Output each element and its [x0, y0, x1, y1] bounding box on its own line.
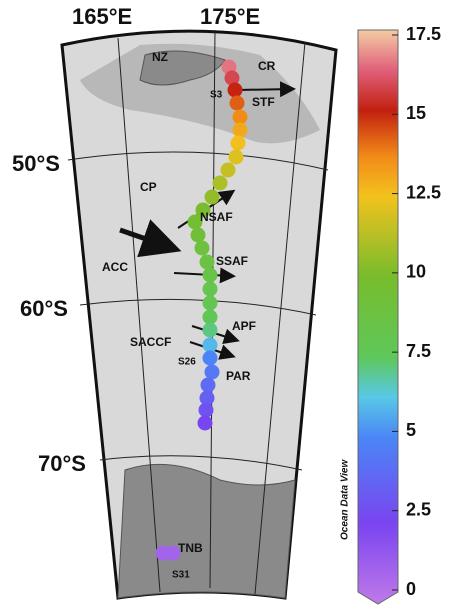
station [202, 350, 218, 366]
lon-label: 165°E [72, 4, 132, 29]
station [224, 70, 240, 86]
map-label: S3 [210, 90, 223, 101]
map-label: ACC [102, 260, 128, 274]
map-label: CP [140, 180, 157, 194]
colorbar-tick-label: 15 [406, 103, 426, 123]
map-label: STF [252, 95, 275, 109]
lon-line [117, 37, 161, 593]
station [197, 415, 213, 431]
colorbar-tick-label: 0 [406, 579, 416, 599]
map-label: TNB [178, 541, 203, 555]
station [212, 175, 228, 191]
lat-line [67, 151, 329, 171]
lon-line [254, 41, 306, 595]
arrow [119, 219, 182, 258]
station [202, 267, 218, 283]
station [229, 95, 245, 111]
colorbar-label: Ocean Data View [340, 459, 351, 540]
station [198, 402, 214, 418]
colorbar-tick-label: 2.5 [406, 499, 431, 519]
map-label: NSAF [200, 210, 233, 224]
lat-label: 60°S [20, 296, 68, 321]
station [195, 202, 211, 218]
station [202, 322, 218, 338]
map-label: APF [232, 319, 256, 333]
map-label: SSAF [216, 254, 248, 268]
station [220, 162, 236, 178]
station [204, 189, 220, 205]
station [228, 149, 244, 165]
colorbar-tick-label: 7.5 [406, 341, 431, 361]
map-label: NZ [152, 50, 168, 64]
lat-line [79, 298, 317, 316]
land-antarctica [117, 463, 296, 599]
map-label: SACCF [130, 335, 171, 349]
colorbar-tick-label: 12.5 [406, 182, 441, 202]
lat-label: 50°S [12, 151, 60, 176]
lon-label: 175°E [200, 4, 260, 29]
station [199, 390, 215, 406]
map-label: S31 [172, 570, 190, 581]
arrow [237, 81, 296, 98]
station [230, 135, 246, 151]
station [204, 364, 220, 380]
colorbar: Ocean Data View 0 2.5 5 7.5 10 12.5 15 17.5 [340, 24, 441, 605]
station [190, 227, 206, 243]
station [165, 545, 181, 561]
station [187, 214, 203, 230]
lat-label: 70°S [38, 451, 86, 476]
station [202, 309, 218, 325]
station [227, 82, 243, 98]
map-label: S26 [178, 357, 196, 368]
map-label: CR [258, 59, 276, 73]
colorbar-tick-label: 5 [406, 420, 416, 440]
colorbar-body [357, 29, 399, 605]
colorbar-tick-label: 10 [406, 262, 426, 282]
map: 165°E 175°E 50°S 60°S 70°S NZ CR S3 STF … [12, 4, 338, 600]
station [232, 122, 248, 138]
station [202, 281, 218, 297]
map-label: PAR [226, 369, 251, 383]
land-nz [139, 50, 226, 86]
colorbar-tick-label: 17.5 [406, 24, 441, 44]
station [194, 240, 210, 256]
lat-line [99, 455, 303, 471]
station [200, 377, 216, 393]
station [202, 337, 218, 353]
shelf [80, 43, 320, 144]
station [232, 109, 248, 125]
station [202, 295, 218, 311]
station [199, 254, 215, 270]
